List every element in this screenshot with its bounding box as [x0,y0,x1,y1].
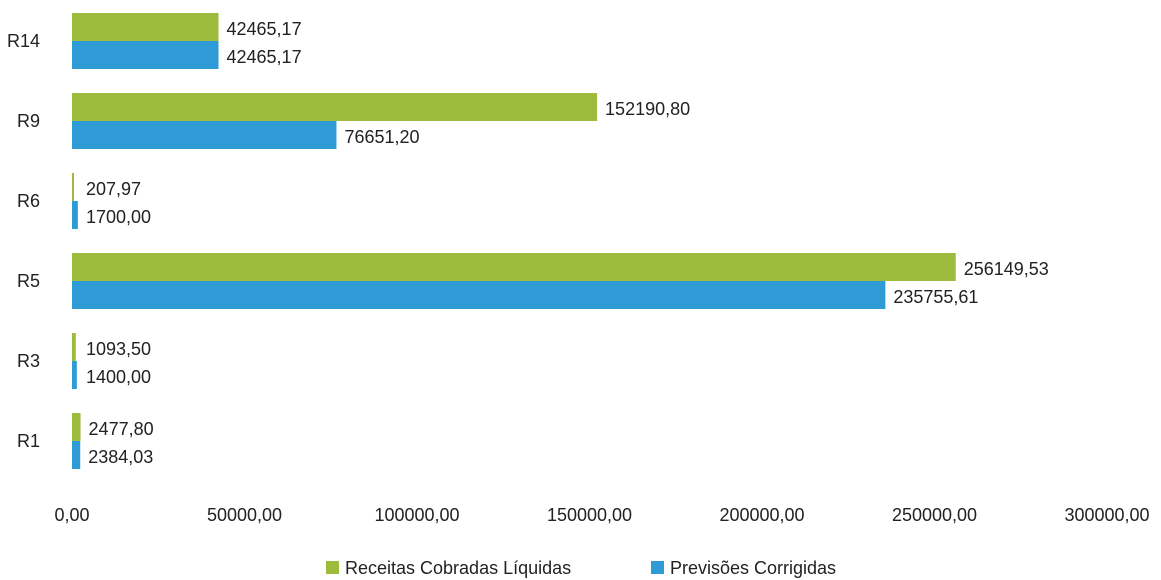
bar-r5-series-2 [72,281,886,309]
x-tick-label: 150000,00 [547,505,632,525]
x-tick-label: 300000,00 [1064,505,1149,525]
legend-swatch-series-2 [651,561,664,574]
bar-r1-series-2 [72,441,81,469]
data-label-r5-series-1: 256149,53 [964,259,1049,279]
bar-r14-series-1 [72,13,219,41]
bar-r5-series-1 [72,253,956,281]
data-label-r14-series-2: 42465,17 [227,47,302,67]
data-label-r1-series-2: 2384,03 [88,447,153,467]
data-label-r9-series-1: 152190,80 [605,99,690,119]
category-label-r1: R1 [17,431,40,451]
bar-r6-series-2 [72,201,78,229]
x-tick-label: 0,00 [54,505,89,525]
legend-swatch-series-1 [326,561,339,574]
data-label-r3-series-1: 1093,50 [86,339,151,359]
bar-r3-series-1 [72,333,76,361]
bar-r1-series-1 [72,413,81,441]
data-label-r5-series-2: 235755,61 [893,287,978,307]
data-label-r9-series-2: 76651,20 [344,127,419,147]
bar-r9-series-2 [72,121,337,149]
x-tick-label: 50000,00 [207,505,282,525]
x-tick-label: 200000,00 [719,505,804,525]
data-label-r6-series-1: 207,97 [86,179,141,199]
bar-r3-series-2 [72,361,77,389]
data-label-r6-series-2: 1700,00 [86,207,151,227]
legend-label-series-1: Receitas Cobradas Líquidas [345,558,571,578]
bar-r6-series-1 [72,173,74,201]
bar-r14-series-2 [72,41,219,69]
legend-label-series-2: Previsões Corrigidas [670,558,836,578]
x-tick-label: 250000,00 [892,505,977,525]
x-tick-label: 100000,00 [374,505,459,525]
data-label-r14-series-1: 42465,17 [227,19,302,39]
category-label-r5: R5 [17,271,40,291]
category-label-r3: R3 [17,351,40,371]
bar-r9-series-1 [72,93,598,121]
category-label-r9: R9 [17,111,40,131]
data-label-r1-series-1: 2477,80 [89,419,154,439]
category-label-r14: R14 [7,31,40,51]
category-label-r6: R6 [17,191,40,211]
data-label-r3-series-2: 1400,00 [86,367,151,387]
